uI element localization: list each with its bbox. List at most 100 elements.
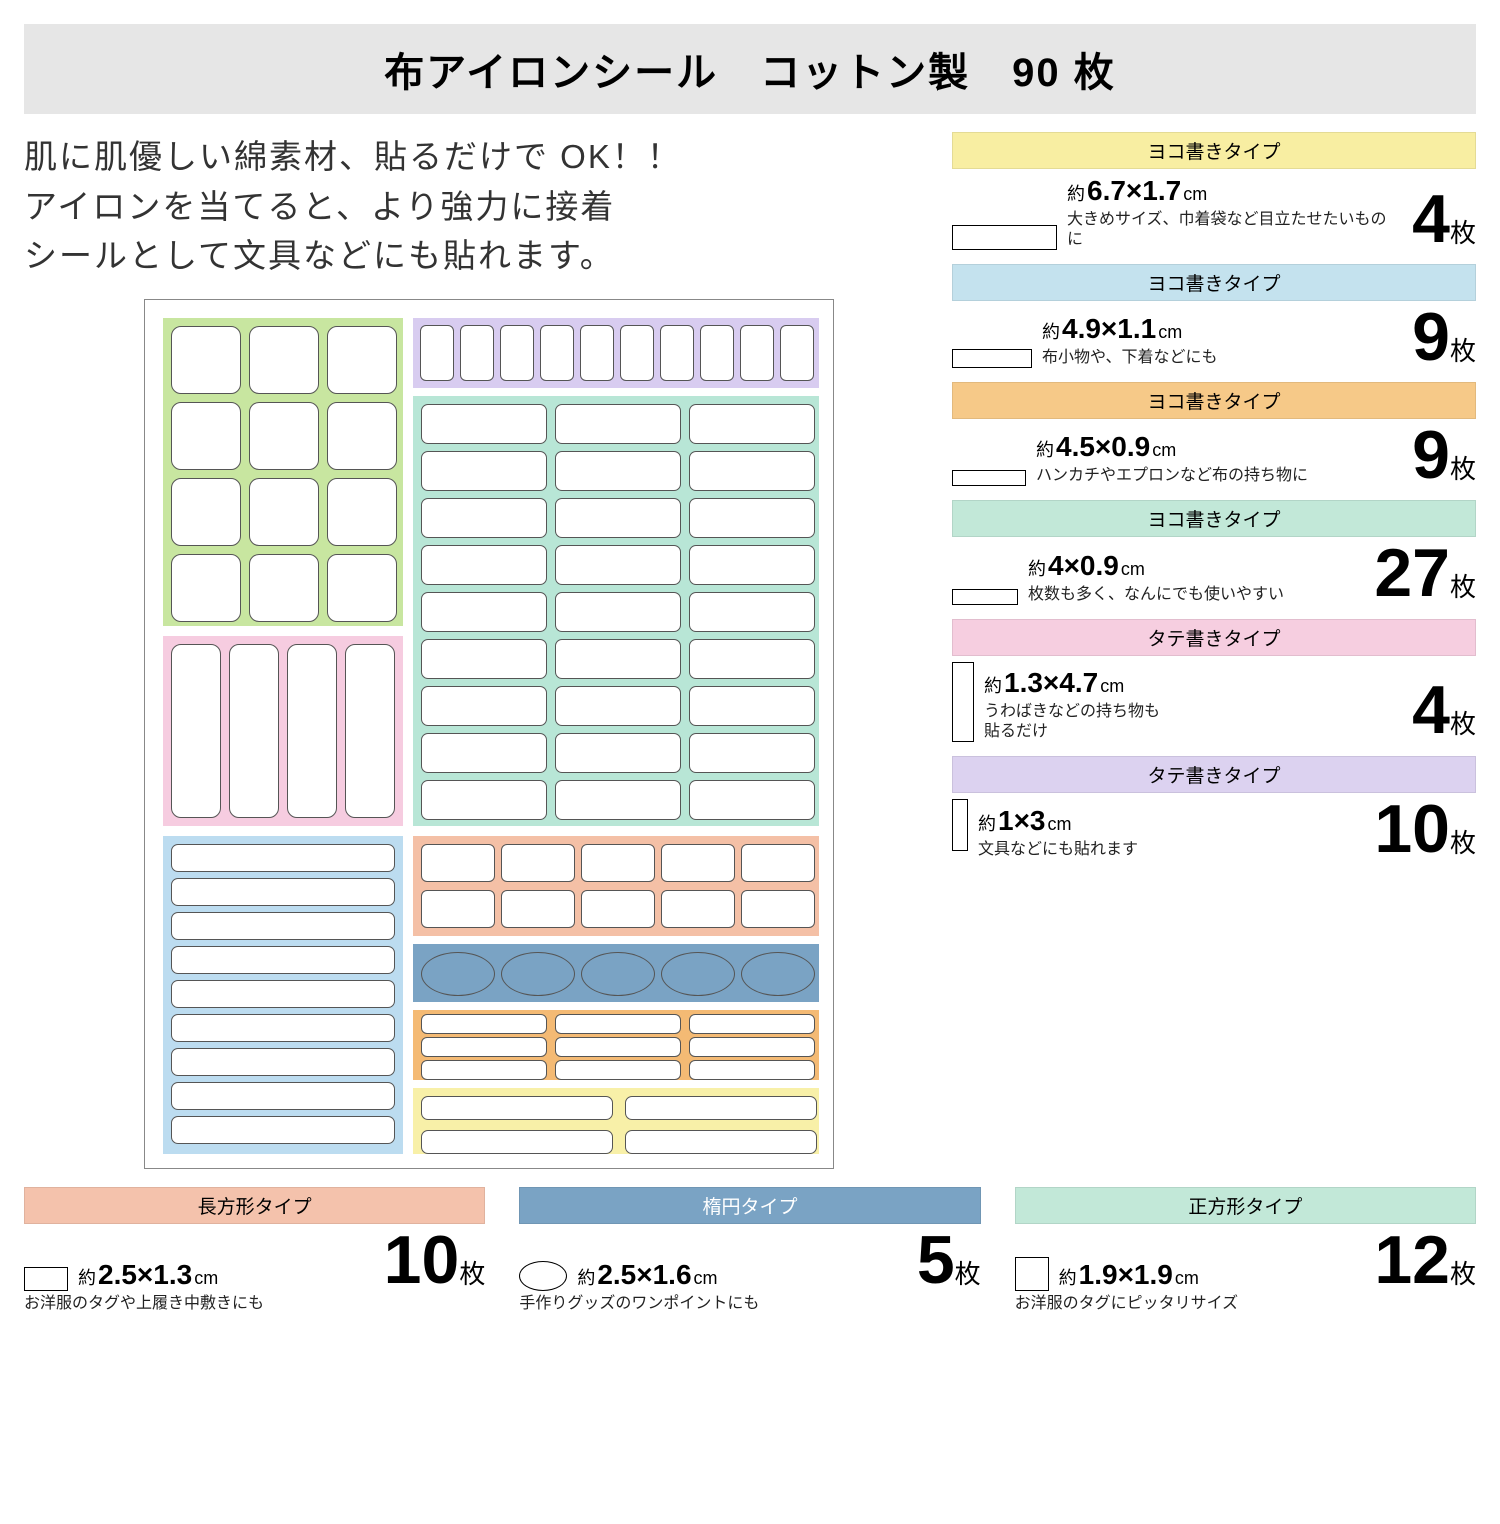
count-number: 5 [917,1230,955,1291]
spec-info: 約6.7×1.7cm大きめサイズ、巾着袋など目立たせたいものに [1067,175,1402,250]
spec-card: タテ書きタイプ約1.3×4.7cmうわばきなどの持ち物も 貼るだけ4枚 [952,619,1476,742]
count-wrap: 10枚 [1374,799,1476,860]
approx-label: 約 [1059,1264,1077,1290]
count-wrap: 10枚 [384,1230,486,1291]
spec-card-body: 約1.3×4.7cmうわばきなどの持ち物も 貼るだけ4枚 [952,656,1476,742]
count-number: 4 [1412,189,1450,250]
spec-card-header: ヨコ書きタイプ [952,500,1476,537]
sheet-block [413,1088,819,1154]
unit-label: cm [1152,440,1176,461]
sticker [581,844,655,882]
count-wrap: 27枚 [1374,543,1476,604]
sheet-block [163,318,403,626]
count-number: 10 [384,1230,460,1291]
sticker [327,326,397,394]
sticker [689,780,815,820]
spec-card-header: ヨコ書きタイプ [952,132,1476,169]
sticker [689,545,815,585]
spec-info: 約1.3×4.7cmうわばきなどの持ち物も 貼るだけ [984,667,1402,742]
spec-card-body: 約1.9×1.9cm12枚 [1015,1224,1476,1291]
sticker [555,780,681,820]
spec-card: ヨコ書きタイプ約4.5×0.9cmハンカチやエプロンなど布の持ち物に9枚 [952,382,1476,486]
sticker [421,1014,547,1034]
dimensions: 1.9×1.9 [1079,1259,1173,1291]
spec-card-body: 約2.5×1.6cm 5枚 [519,1224,980,1291]
spec-card-header: ヨコ書きタイプ [952,264,1476,301]
sticker [421,780,547,820]
sticker [327,478,397,546]
count-number: 27 [1374,543,1450,604]
approx-label: 約 [1042,318,1060,344]
sticker [555,404,681,444]
sticker [689,1037,815,1057]
sticker [421,451,547,491]
sheet-block [413,836,819,936]
sticker [420,325,454,381]
unit-label: cm [1121,559,1145,580]
sticker [689,404,815,444]
spec-card-body: 約2.5×1.3cm10枚 [24,1224,485,1291]
sticker [460,325,494,381]
size-swatch [952,589,1018,605]
sticker [171,1014,395,1042]
count-wrap: 9枚 [1412,307,1476,368]
sticker [741,890,815,928]
count-wrap: 5枚 [917,1230,981,1291]
spec-card: ヨコ書きタイプ約4×0.9cm枚数も多く、なんにでも使いやすい27枚 [952,500,1476,604]
spec-card: タテ書きタイプ約1×3cm文具などにも貼れます10枚 [952,756,1476,860]
sticker [555,733,681,773]
count-number: 12 [1374,1230,1450,1291]
spec-info: 約2.5×1.6cm [577,1259,906,1291]
dimensions: 4×0.9 [1048,550,1119,582]
sticker-ellipse [501,952,575,996]
sticker [740,325,774,381]
approx-label: 約 [978,810,996,836]
sticker [249,554,319,622]
count-number: 4 [1412,680,1450,741]
sticker [171,326,241,394]
sticker [500,325,534,381]
dimensions: 4.5×0.9 [1056,431,1150,463]
spec-desc: 枚数も多く、なんにでも使いやすい [1028,585,1364,605]
spec-card-body: 約1×3cm文具などにも貼れます10枚 [952,793,1476,860]
sticker [501,890,575,928]
count-wrap: 4枚 [1412,189,1476,250]
approx-label: 約 [1067,180,1085,206]
sticker [327,554,397,622]
sticker [287,644,337,818]
left-column: 肌に肌優しい綿素材、貼るだけで OK！！ アイロンを当てると、より強力に接着 シ… [24,132,924,1169]
size-swatch [952,225,1057,250]
unit-label: cm [194,1268,218,1289]
sticker [421,545,547,585]
approx-label: 約 [577,1264,595,1290]
sticker [171,980,395,1008]
spec-card-body: 約4.5×0.9cmハンカチやエプロンなど布の持ち物に9枚 [952,419,1476,486]
sticker-ellipse [661,952,735,996]
size-swatch [952,662,974,742]
sticker [171,1116,395,1144]
sticker [555,686,681,726]
sticker [700,325,734,381]
sticker [421,404,547,444]
sheet-block [163,836,403,1154]
spec-desc: 手作りグッズのワンポイントにも [519,1294,980,1314]
sheet-block [163,636,403,826]
sticker [421,1130,613,1154]
sticker [555,1060,681,1080]
sticker [421,686,547,726]
right-column: ヨコ書きタイプ約6.7×1.7cm大きめサイズ、巾着袋など目立たせたいものに4枚… [952,132,1476,1169]
count-suffix: 枚 [1450,823,1476,860]
count-suffix: 枚 [1450,567,1476,604]
spec-card-body: 約6.7×1.7cm大きめサイズ、巾着袋など目立たせたいものに4枚 [952,169,1476,250]
sticker [689,686,815,726]
spec-info: 約4.5×0.9cmハンカチやエプロンなど布の持ち物に [1036,431,1402,486]
sticker [171,912,395,940]
count-suffix: 枚 [955,1254,981,1291]
unit-label: cm [1175,1268,1199,1289]
sticker [171,1082,395,1110]
unit-label: cm [1048,814,1072,835]
unit-label: cm [1158,322,1182,343]
sticker [421,498,547,538]
sticker [581,890,655,928]
sticker [780,325,814,381]
